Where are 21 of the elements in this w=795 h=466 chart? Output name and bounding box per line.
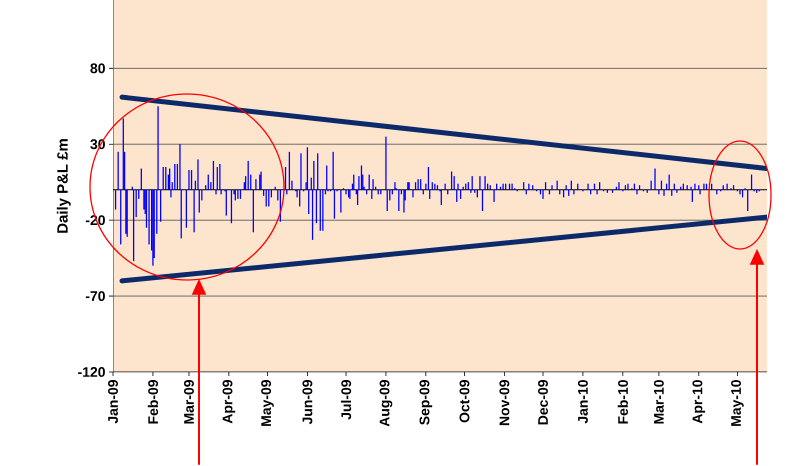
y-tick-label: 80	[90, 63, 105, 74]
x-tick-label: Apr-09	[222, 380, 236, 424]
x-tick-label: Jul-09	[340, 380, 352, 420]
x-tick-label: May-09	[261, 380, 274, 426]
x-tick-label: Jan-10	[578, 380, 588, 424]
y-tick-label: -70	[86, 291, 105, 302]
x-tick-label: May-10	[731, 380, 744, 426]
x-tick-label: Mar-09	[184, 380, 194, 424]
x-tick-label: Aug-09	[380, 380, 392, 426]
x-tick-label: Apr-10	[692, 380, 706, 424]
x-tick-label: Feb-09	[148, 380, 158, 424]
x-tick-label: Jan-09	[108, 380, 118, 424]
x-tick-label: Nov-09	[499, 380, 510, 426]
y-tick-label: -120	[78, 367, 105, 377]
x-tick-label: Feb-10	[618, 380, 628, 424]
x-tick-label: Mar-10	[654, 380, 664, 424]
y-axis-title: Daily P&L £m	[56, 139, 71, 233]
x-tick-label: Jun-09	[302, 380, 312, 424]
x-tick-label: Sep-09	[420, 380, 432, 425]
x-tick-label: Oct-09	[460, 380, 470, 422]
x-tick-label: Dec-09	[538, 380, 548, 424]
